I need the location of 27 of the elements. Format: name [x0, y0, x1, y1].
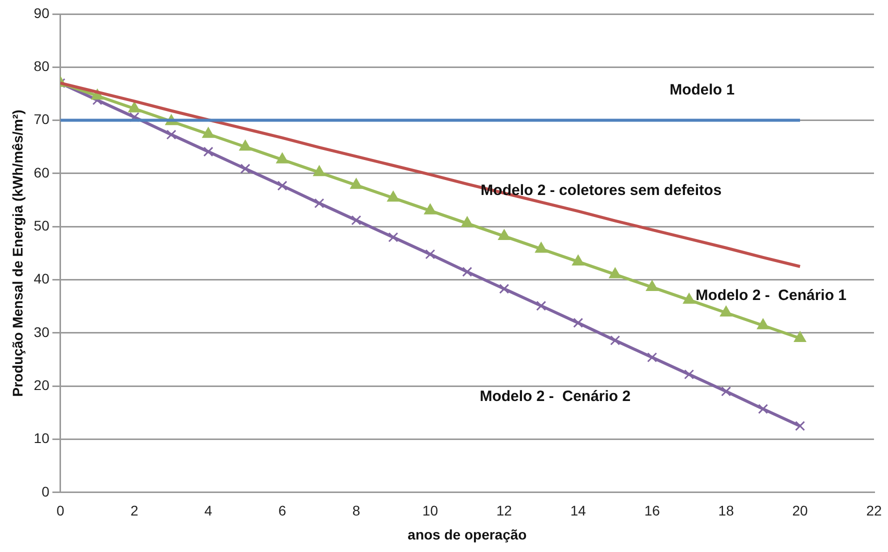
y-tick-label: 20: [34, 376, 50, 393]
x-tick-label: 22: [866, 502, 882, 519]
x-tick-label: 8: [352, 502, 360, 519]
y-tick-label: 80: [34, 58, 50, 74]
y-tick-label: 70: [34, 111, 50, 128]
x-tick-label: 12: [496, 502, 512, 519]
x-axis-title: anos de operação: [408, 526, 527, 542]
y-tick-label: 0: [42, 483, 50, 500]
x-tick-label: 20: [792, 502, 808, 519]
x-tick-label: 10: [422, 502, 438, 519]
series-label: Modelo 2 - Cenário 1: [696, 287, 847, 304]
y-tick-label: 60: [34, 164, 50, 180]
x-tick-label: 4: [204, 502, 212, 519]
x-tick-label: 0: [56, 502, 64, 519]
y-tick-label: 10: [34, 430, 50, 446]
y-tick-label: 90: [34, 4, 50, 21]
text: Modelo 2 - Cenário 2: [480, 388, 631, 405]
y-tick-label: 50: [34, 217, 50, 234]
y-tick-label: 30: [34, 324, 50, 340]
series-label: Modelo 1: [670, 81, 735, 98]
x-tick-label: 16: [644, 502, 660, 519]
x-tick-label: 14: [570, 502, 586, 519]
y-tick-label: 40: [34, 270, 50, 287]
x-tick-label: 18: [718, 502, 734, 519]
x-tick-label: 2: [130, 502, 138, 519]
y-axis-title: Produção Mensal de Energia (kWh/mês/m²): [9, 110, 26, 397]
x-tick-label: 6: [278, 502, 286, 519]
